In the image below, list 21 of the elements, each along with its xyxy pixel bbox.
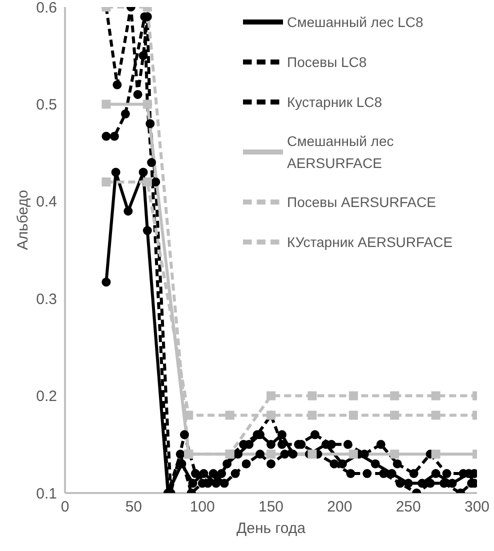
- y-tick-label: 0.3: [36, 290, 57, 308]
- y-tick-label: 0.4: [36, 194, 57, 211]
- x-tick-label: 200: [327, 498, 352, 516]
- x-tick-label: 150: [258, 498, 284, 516]
- legend-label: Посевы AERSURFACE: [287, 193, 437, 212]
- x-tick-label: 100: [190, 498, 215, 516]
- y-tick-label: 0.5: [36, 96, 57, 114]
- legend-label: Смешанный лес LC8: [287, 13, 424, 32]
- y-tick-label: 0.6: [36, 0, 57, 16]
- y-axis-title: Альбедо: [14, 190, 32, 250]
- legend-label: Посевы LC8: [287, 53, 368, 72]
- x-tick-label: 300: [464, 498, 490, 516]
- x-tick-label: 50: [125, 498, 142, 516]
- legend-label: Кустарник LC8: [287, 93, 384, 112]
- y-tick-label: 0.1: [36, 485, 57, 502]
- legend-label: Смешанный лес AERSURFACE: [287, 132, 395, 173]
- legend-label: КУстарник AERSURFACE: [287, 233, 454, 252]
- y-tick-label: 0.2: [36, 388, 57, 406]
- x-tick-label: 0: [60, 498, 70, 516]
- x-tick-label: 250: [396, 498, 421, 516]
- x-axis-title: День года: [236, 520, 306, 537]
